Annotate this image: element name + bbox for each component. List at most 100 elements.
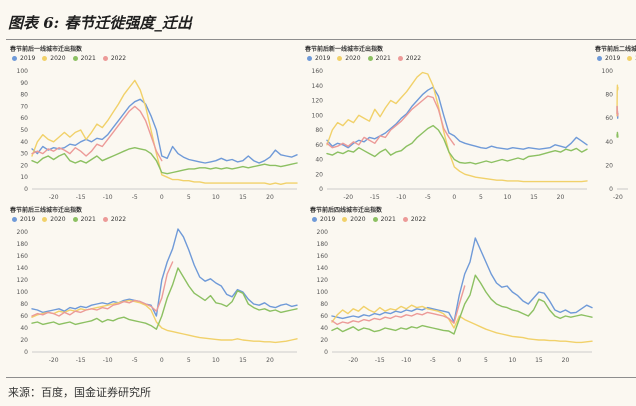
bottom-rule bbox=[6, 377, 636, 378]
y-tick-label: 80 bbox=[605, 92, 613, 99]
y-tick-label: 60 bbox=[320, 313, 328, 320]
top-rule bbox=[6, 39, 636, 40]
x-tick-label: 20 bbox=[562, 357, 570, 364]
y-tick-label: 100 bbox=[602, 68, 614, 75]
legend-label: 2020 bbox=[50, 55, 66, 62]
legend-swatch bbox=[42, 217, 48, 222]
x-tick-label: -15 bbox=[370, 194, 380, 201]
series-line-2022 bbox=[616, 105, 619, 117]
chart-legend: 2019 2020 2021 2022 bbox=[12, 55, 126, 62]
y-tick-label: 100 bbox=[17, 289, 29, 296]
series-line-2021 bbox=[616, 131, 619, 138]
chart-title: 春节前后一线城市迁出指数 bbox=[10, 46, 83, 53]
x-tick-label: 0 bbox=[160, 357, 164, 364]
y-tick-label: 60 bbox=[315, 142, 323, 149]
series-line-2019 bbox=[31, 228, 298, 317]
chart-plot: 0 20 40 60 80 100 120 140 160 -20 -15 -10 -5 0 5 10 15 20 bbox=[312, 68, 588, 201]
y-tick-label: 0 bbox=[24, 349, 28, 356]
series-line-2021 bbox=[326, 124, 588, 165]
y-tick-label: 0 bbox=[324, 349, 328, 356]
y-tick-label: 40 bbox=[20, 325, 28, 332]
y-tick-label: 100 bbox=[312, 112, 324, 119]
legend-item: 2022 bbox=[402, 216, 426, 223]
series-line-2021 bbox=[31, 146, 298, 175]
chart-plot: 0 20 40 60 80 100 120 140 160 180 200 -20 -15 -10 -5 0 5… bbox=[317, 229, 593, 364]
y-tick-label: 100 bbox=[17, 68, 29, 75]
x-tick-label: -20 bbox=[49, 194, 59, 201]
y-tick-label: 20 bbox=[605, 162, 613, 169]
legend-swatch bbox=[367, 56, 373, 61]
x-tick-label: -5 bbox=[425, 194, 431, 201]
y-tick-label: 180 bbox=[17, 241, 29, 248]
y-tick-label: 0 bbox=[609, 186, 613, 193]
figure-source: 来源：百度，国金证券研究所 bbox=[8, 386, 151, 399]
figure-title: 图表 6: 春节迁徙强度_迁出 bbox=[8, 14, 192, 32]
y-tick-label: 80 bbox=[20, 301, 28, 308]
legend-swatch bbox=[102, 217, 108, 222]
y-tick-label: 140 bbox=[312, 83, 324, 90]
y-tick-label: 140 bbox=[317, 265, 329, 272]
x-tick-label: 15 bbox=[530, 194, 538, 201]
legend-swatch bbox=[312, 217, 317, 222]
y-tick-label: 60 bbox=[20, 115, 28, 122]
x-tick-label: 10 bbox=[212, 194, 220, 201]
y-tick-label: 0 bbox=[319, 186, 323, 193]
x-tick-label: 0 bbox=[160, 194, 164, 201]
x-tick-label: -15 bbox=[76, 194, 86, 201]
legend-label: 2021 bbox=[80, 55, 96, 62]
legend-swatch bbox=[12, 56, 17, 61]
chart-plot: 0 20 40 60 80 100 -20 bbox=[602, 68, 628, 201]
chart-title: 春节前后四线城市迁出指数 bbox=[310, 207, 383, 214]
legend-label: 2022 bbox=[405, 55, 422, 62]
y-tick-label: 40 bbox=[320, 325, 328, 332]
y-tick-label: 70 bbox=[20, 103, 28, 110]
legend-swatch bbox=[102, 56, 108, 61]
series-line-2021 bbox=[331, 274, 593, 335]
y-tick-label: 80 bbox=[20, 92, 28, 99]
x-tick-label: -20 bbox=[343, 194, 353, 201]
legend-item: 2021 bbox=[367, 55, 391, 62]
y-tick-label: 140 bbox=[17, 265, 29, 272]
x-tick-label: 10 bbox=[212, 357, 220, 364]
legend-item: 2021 bbox=[72, 55, 96, 62]
legend-label: 2022 bbox=[110, 216, 127, 223]
legend-label: 2019 bbox=[605, 55, 621, 62]
x-tick-label: -20 bbox=[613, 194, 623, 201]
chart-plot: 0 10 20 30 40 50 60 70 80 90 100 -20 -15 -10 -5 0 5 10 15 2… bbox=[17, 68, 298, 201]
y-tick-label: 40 bbox=[20, 139, 28, 146]
legend-label: 2019 bbox=[20, 216, 36, 223]
x-tick-label: 15 bbox=[239, 194, 247, 201]
legend-item: 2019 bbox=[12, 55, 35, 62]
y-tick-label: 180 bbox=[317, 241, 329, 248]
y-tick-label: 80 bbox=[320, 301, 328, 308]
legend-label: 2019 bbox=[320, 216, 336, 223]
legend-swatch bbox=[342, 217, 348, 222]
legend-item: 2020 bbox=[42, 216, 66, 223]
legend-label: 2020 bbox=[50, 216, 66, 223]
legend-swatch bbox=[597, 56, 602, 61]
legend-swatch bbox=[337, 56, 343, 61]
chart-panel-tier4: 春节前后四线城市迁出指数 2019 2020 2021 2022 0 20 40 60 80 10… bbox=[310, 205, 600, 370]
x-tick-label: 5 bbox=[187, 194, 191, 201]
legend-swatch bbox=[397, 56, 403, 61]
x-tick-label: 20 bbox=[557, 194, 565, 201]
y-tick-label: 100 bbox=[317, 289, 329, 296]
series-line-2020 bbox=[331, 304, 593, 344]
chart-panel-tier1: 春节前后一线城市迁出指数 2019 2020 2021 2022 0 10 20 30 40 50… bbox=[10, 44, 305, 207]
x-tick-label: 15 bbox=[239, 357, 247, 364]
chart-plot: 0 20 40 60 80 100 120 140 160 180 200 -20 -15 -10 -5 0 5… bbox=[17, 228, 298, 364]
chart-legend: 2019 2020 2021 2022 bbox=[312, 216, 426, 223]
chart-title: 春节前后三线城市迁出指数 bbox=[10, 207, 83, 214]
y-tick-label: 50 bbox=[20, 127, 28, 134]
legend-item: 2020 bbox=[342, 216, 366, 223]
series-line-2022 bbox=[31, 105, 163, 162]
legend-label: 2021 bbox=[380, 216, 396, 223]
y-tick-label: 20 bbox=[20, 162, 28, 169]
x-tick-label: 5 bbox=[187, 357, 191, 364]
y-tick-label: 20 bbox=[320, 337, 328, 344]
x-tick-label: -5 bbox=[132, 357, 138, 364]
y-tick-label: 0 bbox=[24, 186, 28, 193]
legend-item: 2019 bbox=[307, 55, 330, 62]
x-tick-label: 5 bbox=[484, 357, 488, 364]
series-line-2022 bbox=[331, 285, 466, 326]
